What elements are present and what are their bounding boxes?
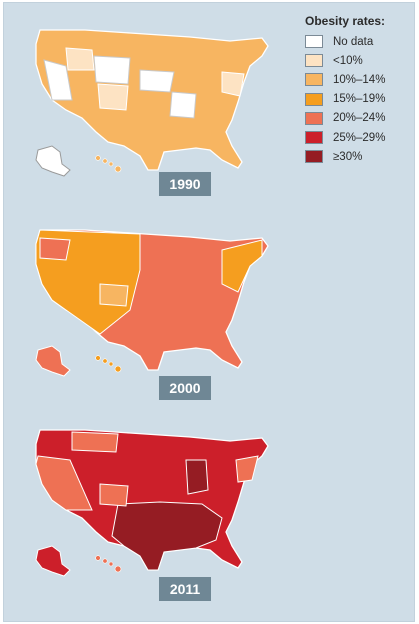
legend-label: <10% xyxy=(333,54,363,67)
alaska-1990 xyxy=(35,145,71,177)
year-label-1990: 1990 xyxy=(159,172,211,196)
legend-label: 10%–14% xyxy=(333,73,386,86)
legend-label: 20%–24% xyxy=(333,112,386,125)
legend-swatch xyxy=(305,73,323,87)
midwest-2011 xyxy=(185,459,209,495)
alaska-2000 xyxy=(35,345,71,377)
legend-item: <10% xyxy=(305,51,415,70)
alaska-2011 xyxy=(35,545,71,577)
legend-label: ≥30% xyxy=(333,150,363,163)
hawaii-2011 xyxy=(95,555,122,573)
legend-item: 20%–24% xyxy=(305,109,415,128)
montana-2011 xyxy=(71,431,119,453)
year-label-2000: 2000 xyxy=(159,376,211,400)
legend-label: 25%–29% xyxy=(333,131,386,144)
legend: Obesity rates: No data <10% 10%–14% 15%–… xyxy=(305,14,415,166)
us-contiguous-1990 xyxy=(35,29,269,171)
legend-swatch xyxy=(305,92,323,106)
hawaii-2000 xyxy=(95,355,122,373)
southcentral-2011 xyxy=(111,501,223,571)
legend-item: No data xyxy=(305,32,415,51)
legend-item: 15%–19% xyxy=(305,90,415,109)
colorado-2000 xyxy=(99,283,129,307)
legend-label: 15%–19% xyxy=(333,93,386,106)
legend-swatch xyxy=(305,150,323,164)
oregon-2000 xyxy=(39,237,71,261)
legend-swatch xyxy=(305,111,323,125)
legend-swatch xyxy=(305,131,323,145)
hawaii-1990 xyxy=(95,155,122,173)
west-coast-2011 xyxy=(35,455,93,511)
legend-label: No data xyxy=(333,35,374,48)
legend-item: 25%–29% xyxy=(305,128,415,147)
legend-item: 10%–14% xyxy=(305,70,415,89)
colorado-2011 xyxy=(99,483,129,507)
northeast-2011 xyxy=(235,455,259,483)
legend-title: Obesity rates: xyxy=(305,14,386,28)
legend-swatch xyxy=(305,35,323,49)
legend-item: ≥30% xyxy=(305,147,415,166)
year-label-2011: 2011 xyxy=(159,577,211,601)
legend-swatch xyxy=(305,54,323,68)
northeast-2000 xyxy=(221,239,263,293)
